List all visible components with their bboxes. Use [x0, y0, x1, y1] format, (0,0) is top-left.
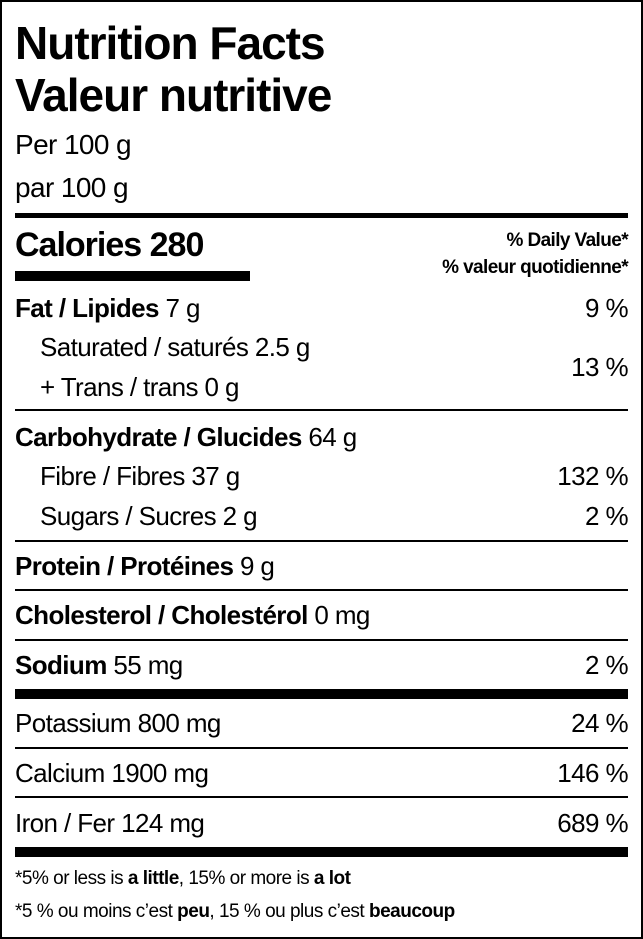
protein-row: Protein / Protéines 9 g: [15, 551, 275, 581]
sugars-dv: 2 %: [584, 501, 629, 531]
title-en: Nutrition Facts: [15, 17, 326, 69]
saturated-row: Saturated / saturés 2.5 g: [40, 332, 310, 362]
sodium-row: Sodium 55 mg: [15, 650, 183, 680]
sodium-dv: 2 %: [584, 650, 629, 680]
divider: [15, 639, 628, 641]
footnote-fr: *5 % ou moins c’est peu, 15 % ou plus c’…: [15, 901, 455, 922]
trans-row: + Trans / trans 0 g: [40, 372, 239, 402]
divider: [15, 796, 628, 798]
iron-dv: 689 %: [557, 808, 628, 838]
divider: [15, 589, 628, 591]
potassium-dv: 24 %: [571, 708, 628, 738]
potassium-row: Potassium 800 mg: [15, 708, 221, 738]
fat-dv: 9 %: [584, 293, 629, 323]
serving-fr: par 100 g: [15, 172, 129, 203]
calcium-row: Calcium 1900 mg: [15, 758, 209, 788]
divider: [15, 540, 628, 542]
daily-value-fr: % valeur quotidienne*: [442, 257, 628, 278]
fat-row: Fat / Lipides 7 g: [15, 293, 200, 323]
title-fr: Valeur nutritive: [15, 69, 332, 121]
footnote-en: *5% or less is a little, 15% or more is …: [15, 868, 351, 889]
carbohydrate-row: Carbohydrate / Glucides 64 g: [15, 422, 357, 452]
fibre-dv: 132 %: [557, 461, 628, 491]
cholesterol-row: Cholesterol / Cholestérol 0 mg: [15, 600, 370, 630]
calories-value: 280: [149, 226, 205, 264]
daily-value-en: % Daily Value*: [506, 230, 628, 251]
fibre-row: Fibre / Fibres 37 g: [40, 461, 240, 491]
divider-thick: [15, 847, 628, 857]
divider: [15, 409, 628, 411]
iron-row: Iron / Fer 124 mg: [15, 808, 205, 838]
calories-label: Calories: [15, 226, 142, 264]
calories: Calories 280: [15, 226, 205, 264]
divider-thick: [15, 689, 628, 699]
calories-bar: [15, 271, 250, 281]
sugars-row: Sugars / Sucres 2 g: [40, 501, 258, 531]
divider-thick: [15, 213, 628, 218]
serving-en: Per 100 g: [15, 129, 132, 160]
divider: [15, 747, 628, 749]
calcium-dv: 146 %: [557, 758, 628, 788]
sat-trans-dv: 13 %: [571, 352, 628, 382]
